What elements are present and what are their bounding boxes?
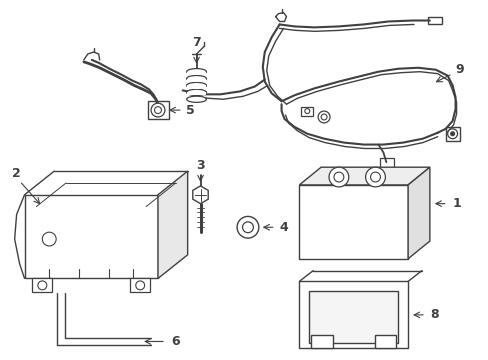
Text: 5: 5 (186, 104, 195, 117)
Circle shape (154, 107, 161, 113)
Polygon shape (445, 127, 459, 141)
Ellipse shape (186, 96, 206, 102)
Text: 6: 6 (171, 335, 180, 348)
Circle shape (328, 167, 348, 187)
Bar (186, 72, 206, 75)
Text: 1: 1 (451, 197, 460, 210)
Polygon shape (374, 334, 395, 348)
Bar (186, 78, 206, 82)
Circle shape (237, 216, 258, 238)
Circle shape (42, 232, 56, 246)
Polygon shape (308, 291, 397, 343)
Polygon shape (301, 107, 313, 116)
Circle shape (304, 109, 309, 113)
Ellipse shape (186, 82, 206, 89)
Ellipse shape (186, 76, 206, 82)
Polygon shape (427, 17, 441, 24)
Ellipse shape (186, 69, 206, 75)
Circle shape (318, 111, 329, 123)
Circle shape (136, 281, 144, 290)
Polygon shape (299, 282, 407, 348)
Circle shape (370, 172, 380, 182)
Polygon shape (192, 186, 208, 204)
Text: 7: 7 (192, 36, 201, 49)
Polygon shape (310, 334, 332, 348)
Bar (186, 85, 206, 89)
Text: 2: 2 (12, 167, 21, 180)
Polygon shape (299, 185, 407, 259)
Text: 4: 4 (279, 221, 287, 234)
Circle shape (333, 172, 343, 182)
Polygon shape (32, 278, 52, 292)
Text: 8: 8 (429, 309, 438, 321)
Circle shape (38, 281, 47, 290)
Bar (186, 93, 206, 95)
Polygon shape (158, 171, 187, 278)
Polygon shape (130, 278, 150, 292)
Circle shape (447, 129, 457, 139)
Circle shape (365, 167, 385, 187)
Text: 9: 9 (454, 63, 463, 76)
Polygon shape (148, 101, 168, 119)
Polygon shape (380, 158, 393, 168)
Circle shape (321, 114, 326, 120)
Text: 3: 3 (196, 159, 204, 172)
Polygon shape (407, 167, 429, 259)
Circle shape (450, 132, 454, 136)
Polygon shape (299, 167, 429, 185)
Circle shape (151, 103, 164, 117)
Circle shape (242, 222, 253, 233)
Ellipse shape (186, 89, 206, 95)
Polygon shape (24, 195, 158, 278)
